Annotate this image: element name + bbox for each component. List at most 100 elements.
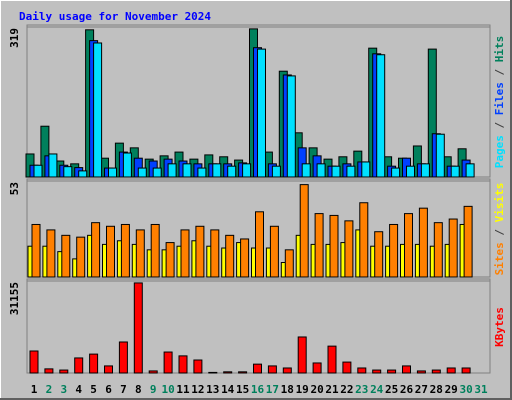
bar <box>359 202 369 278</box>
bar <box>59 369 69 374</box>
bar <box>418 207 428 278</box>
bar <box>435 133 445 178</box>
bar <box>387 369 397 374</box>
bar <box>31 223 41 278</box>
bar <box>89 353 99 374</box>
bar <box>46 229 56 278</box>
bar <box>463 205 473 278</box>
bar <box>376 54 386 178</box>
x-tick-label: 13 <box>206 383 219 396</box>
legend: Sites / Visits <box>493 183 506 276</box>
bar <box>450 165 460 178</box>
x-tick-label: 30 <box>459 383 472 396</box>
x-tick-label: 29 <box>445 383 458 396</box>
bar <box>108 167 117 178</box>
bar <box>178 355 188 374</box>
bar <box>29 350 39 374</box>
bar <box>165 242 175 278</box>
bar <box>361 161 371 178</box>
legend-entry: Hits <box>493 36 506 63</box>
bar <box>242 163 252 178</box>
x-tick-label: 24 <box>370 383 384 396</box>
bar <box>269 225 279 278</box>
bar <box>212 163 222 178</box>
legend-separator: / <box>493 115 506 135</box>
legend-entry: Sites <box>493 242 506 275</box>
x-tick-label: 27 <box>415 383 428 396</box>
x-tick-label: 20 <box>310 383 323 396</box>
x-tick-label: 21 <box>325 383 339 396</box>
x-tick-label: 5 <box>90 383 97 396</box>
bar <box>297 336 307 374</box>
bar <box>33 164 43 178</box>
bar <box>225 234 235 278</box>
bar <box>461 367 471 374</box>
legend: KBytes <box>493 307 506 347</box>
y-tick-label: 319 <box>8 28 21 48</box>
bar <box>284 249 294 278</box>
bar <box>420 163 430 178</box>
bar <box>227 165 237 178</box>
bar <box>448 218 458 278</box>
y-tick-label: 53 <box>8 182 21 195</box>
bar <box>193 359 203 374</box>
legend-entry: Visits <box>493 183 506 223</box>
y-tick-label: 31155 <box>8 282 21 315</box>
x-tick-label: 18 <box>281 383 294 396</box>
bar <box>91 222 101 278</box>
x-tick-label: 10 <box>161 383 174 396</box>
x-tick-label: 1 <box>31 383 38 396</box>
x-tick-label: 14 <box>221 383 235 396</box>
bar <box>106 225 115 278</box>
bar <box>329 214 339 278</box>
bar <box>253 363 262 374</box>
bar <box>327 345 337 374</box>
bar <box>389 223 399 278</box>
bar <box>267 365 277 374</box>
bar <box>197 167 207 178</box>
bar <box>152 167 162 178</box>
x-tick-label: 23 <box>355 383 368 396</box>
x-tick-label: 25 <box>385 383 398 396</box>
bar <box>282 367 292 374</box>
bar <box>344 220 354 278</box>
bar <box>312 362 322 374</box>
bar <box>374 231 384 278</box>
bar <box>314 213 324 278</box>
bar <box>208 371 218 374</box>
bar <box>78 170 88 178</box>
bar <box>61 234 71 278</box>
x-tick-label: 9 <box>150 383 157 396</box>
x-tick-label: 28 <box>430 383 443 396</box>
x-tick-label: 19 <box>296 383 309 396</box>
bar <box>238 371 248 374</box>
bar <box>372 369 382 374</box>
bar <box>406 165 415 178</box>
bar <box>118 341 128 374</box>
x-tick-label: 22 <box>340 383 353 396</box>
bar <box>446 367 456 374</box>
bar <box>433 222 443 278</box>
bar <box>465 163 475 178</box>
x-tick-label: 6 <box>105 383 112 396</box>
bar <box>391 167 401 178</box>
x-tick-label: 7 <box>120 383 127 396</box>
legend-entry: Files <box>493 82 506 115</box>
bar <box>271 165 281 178</box>
bar <box>137 167 147 178</box>
bar <box>182 163 192 178</box>
legend: Pages / Files / Hits <box>493 36 506 169</box>
bar <box>255 211 264 278</box>
bar <box>416 370 426 374</box>
bar <box>331 165 341 178</box>
x-tick-label: 3 <box>60 383 67 396</box>
bar <box>63 166 73 178</box>
x-tick-label: 16 <box>251 383 265 396</box>
x-tick-label: 8 <box>135 383 142 396</box>
chart-title: Daily usage for November 2024 <box>19 10 211 23</box>
x-tick-label: 12 <box>191 383 204 396</box>
bar <box>286 75 296 178</box>
bar <box>316 163 326 178</box>
